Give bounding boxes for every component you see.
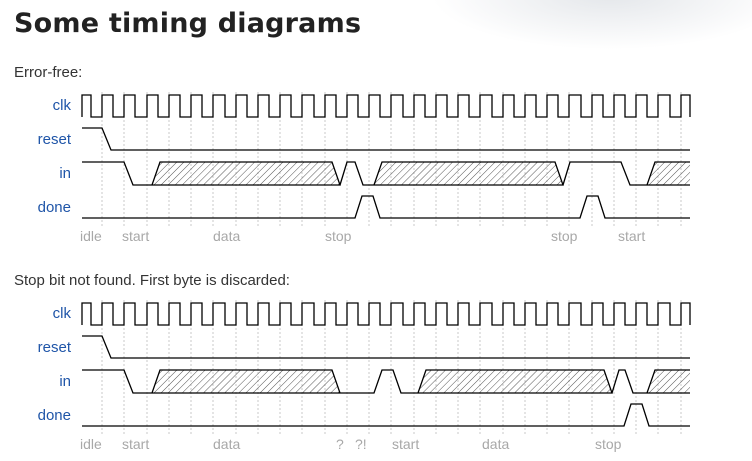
reset-waveform (82, 335, 690, 359)
phase-label: ?! (355, 436, 367, 452)
clk-waveform (81, 302, 691, 326)
phase-label: idle (80, 228, 102, 244)
diagram-1-caption: Error-free: (14, 64, 83, 81)
diagram-2-caption: Stop bit not found. First byte is discar… (14, 272, 290, 289)
header-glow (430, 0, 752, 50)
phase-label: data (213, 228, 240, 244)
signal-label-clk: clk (53, 305, 72, 322)
signal-label-done: done (38, 199, 71, 216)
signal-label-in: in (59, 373, 71, 390)
phase-label: start (122, 436, 149, 452)
phase-label: start (122, 228, 149, 244)
phase-label: stop (595, 436, 622, 452)
timing-diagram-stop-bit-not-found: clk reset in done idle start data ? ?! s… (38, 300, 691, 452)
phase-label: ? (336, 436, 344, 452)
reset-waveform (82, 127, 690, 151)
signal-label-reset: reset (38, 339, 72, 356)
signal-label-clk: clk (53, 97, 72, 114)
clk-waveform (81, 94, 691, 118)
signal-label-reset: reset (38, 131, 72, 148)
phase-label: start (618, 228, 645, 244)
done-waveform (82, 195, 690, 219)
phase-label: stop (551, 228, 578, 244)
in-waveform (82, 369, 690, 394)
signal-label-done: done (38, 407, 71, 424)
page-title: Some timing diagrams (14, 8, 362, 39)
phase-label: data (482, 436, 509, 452)
done-waveform (82, 403, 690, 427)
phase-label: idle (80, 436, 102, 452)
signal-label-in: in (59, 165, 71, 182)
phase-label: start (392, 436, 419, 452)
timing-diagram-error-free: clk reset in done idle start data stop s… (38, 92, 691, 244)
in-waveform (82, 161, 690, 186)
phase-label: stop (325, 228, 352, 244)
phase-label: data (213, 436, 240, 452)
